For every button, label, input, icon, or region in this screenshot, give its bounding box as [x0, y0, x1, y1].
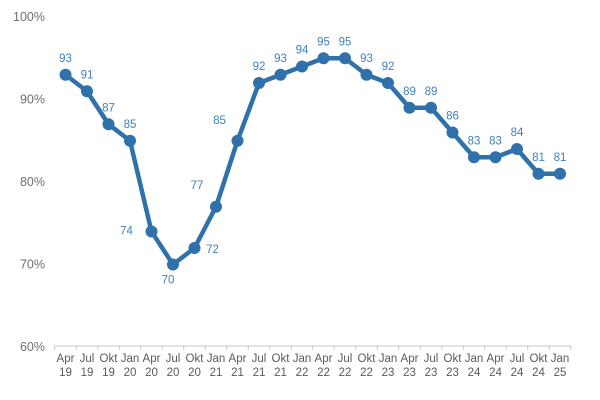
y-axis-tick-label: 100%	[13, 10, 45, 24]
x-axis-label: Jul 21	[252, 353, 267, 379]
x-axis-label: Jul 23	[424, 353, 439, 379]
data-point-marker	[532, 167, 545, 180]
data-point-marker	[403, 101, 416, 114]
data-point-marker	[446, 126, 459, 139]
data-point-marker	[145, 225, 158, 238]
data-point-marker	[124, 134, 136, 147]
data-point-marker	[296, 60, 308, 73]
data-point-label: 92	[382, 61, 395, 73]
x-axis-label: Okt 24	[530, 353, 549, 379]
data-point-label: 93	[274, 53, 287, 65]
data-point-label: 81	[554, 152, 567, 164]
data-point-label: 87	[102, 102, 115, 114]
data-point-marker	[210, 200, 222, 213]
data-point-marker	[59, 68, 72, 81]
data-point-marker	[102, 118, 115, 131]
x-axis-label: Apr 21	[229, 353, 247, 379]
y-axis-tick-label: 90%	[20, 93, 45, 107]
x-axis-label: Apr 22	[315, 353, 333, 379]
x-axis-label: Apr 20	[143, 353, 161, 379]
data-point-label: 85	[213, 115, 226, 127]
x-axis-label: Apr 24	[487, 353, 505, 379]
data-point-label: 89	[425, 86, 438, 98]
data-point-marker	[253, 77, 265, 89]
data-point-marker	[554, 167, 566, 180]
x-axis-label: Jan 25	[551, 353, 570, 379]
x-axis-label: Jul 22	[338, 353, 353, 379]
x-axis-label: Jan 21	[207, 353, 226, 379]
data-point-marker	[167, 258, 179, 271]
data-point-marker	[317, 52, 330, 65]
data-point-marker	[468, 151, 480, 164]
x-axis-label: Jan 22	[293, 353, 312, 379]
data-point-label: 74	[120, 226, 133, 238]
x-axis-label: Okt 23	[444, 353, 463, 379]
data-point-label: 81	[532, 152, 545, 164]
data-point-marker	[188, 242, 201, 254]
x-axis-label: Okt 20	[186, 353, 205, 379]
data-point-marker	[360, 68, 373, 81]
data-point-label: 83	[489, 135, 502, 147]
x-axis-label: Jul 24	[510, 353, 525, 379]
x-axis-label: Jul 20	[166, 353, 181, 379]
data-point-marker	[274, 68, 287, 81]
data-point-marker	[511, 143, 523, 155]
data-point-label: 95	[339, 36, 352, 48]
x-axis-label: Okt 22	[358, 353, 377, 379]
data-point-label: 93	[360, 53, 373, 65]
y-axis-tick-label: 60%	[20, 340, 45, 354]
data-point-marker	[231, 134, 244, 147]
data-point-marker	[425, 101, 437, 114]
x-axis-label: Jan 23	[379, 353, 398, 379]
data-point-label: 93	[59, 53, 72, 65]
data-series-line	[63, 56, 563, 267]
x-axis-label: Apr 19	[57, 353, 75, 379]
x-axis-label: Okt 19	[100, 353, 119, 379]
data-point-label: 89	[403, 86, 416, 98]
data-point-marker	[489, 151, 502, 164]
data-point-label: 86	[446, 111, 459, 123]
data-point-label: 94	[296, 45, 309, 57]
data-point-label: 95	[317, 36, 330, 48]
x-axis-label: Jan 24	[465, 353, 484, 379]
data-point-label: 72	[206, 244, 219, 256]
data-point-label: 77	[191, 180, 204, 192]
y-axis-tick-label: 70%	[20, 258, 45, 272]
x-axis-label: Apr 23	[401, 353, 419, 379]
data-point-marker	[382, 77, 394, 89]
data-point-label: 85	[124, 119, 137, 131]
y-axis-tick-label: 80%	[20, 175, 45, 189]
data-point-marker	[339, 52, 351, 65]
x-axis-label: Jan 20	[121, 353, 140, 379]
data-point-label: 70	[162, 275, 175, 287]
data-point-label: 91	[81, 69, 94, 81]
x-axis-label: Okt 21	[272, 353, 291, 379]
data-point-marker	[81, 85, 93, 98]
data-point-label: 84	[511, 127, 524, 139]
data-point-label: 92	[253, 61, 266, 73]
x-axis-label: Jul 19	[80, 353, 95, 379]
data-point-label: 83	[468, 135, 481, 147]
